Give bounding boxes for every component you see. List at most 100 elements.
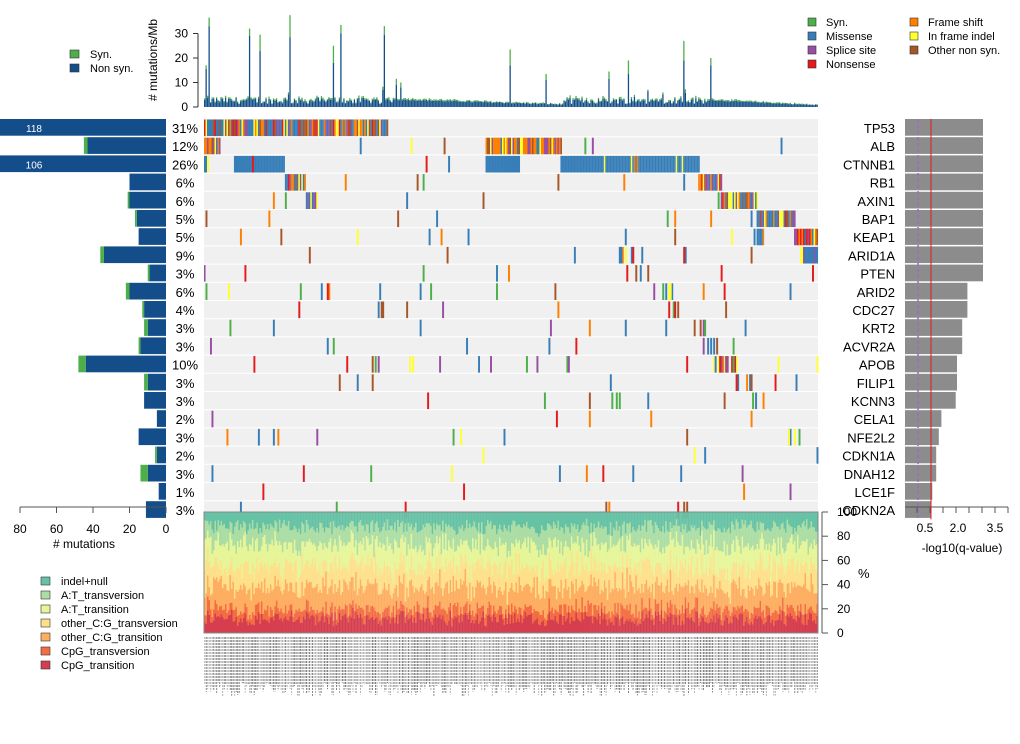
mutation-cell (500, 155, 503, 173)
spectrum-segment (581, 580, 583, 598)
spectrum-segment (816, 592, 819, 604)
spectrum-segment (797, 605, 799, 616)
spectrum-segment (304, 609, 306, 620)
spectrum-segment (800, 527, 802, 546)
spectrum-segment (776, 620, 778, 634)
tmb-bar-nonsyn (392, 99, 394, 107)
spectrum-segment (741, 613, 744, 634)
spectrum-segment (590, 512, 592, 523)
spectrum-segment (263, 512, 266, 525)
mutation-cell (561, 155, 564, 173)
spectrum-segment (728, 623, 730, 634)
mutation-cell (746, 374, 749, 391)
spectrum-segment (470, 512, 473, 528)
spectrum-segment (603, 614, 606, 634)
spectrum-segment (362, 570, 365, 593)
spectrum-segment (783, 591, 786, 613)
spectrum-segment (578, 512, 580, 533)
spectrum-segment (671, 570, 673, 592)
spectrum-segment (591, 586, 594, 616)
spectrum-segment (293, 525, 296, 540)
spectrum-segment (728, 527, 730, 556)
spectrum-segment (419, 512, 422, 531)
spectrum-segment (624, 621, 627, 634)
spectrum-segment (668, 591, 670, 608)
spectrum-segment (659, 562, 661, 586)
spectrum-segment (430, 543, 432, 562)
spectrum-segment (657, 539, 660, 564)
tmb-bar-nonsyn (368, 100, 371, 107)
spectrum-segment (804, 603, 807, 615)
spectrum-segment (364, 550, 366, 564)
spectrum-segment (747, 512, 750, 526)
mutation-cell (612, 155, 615, 173)
spectrum-segment (803, 520, 805, 542)
spectrum-segment (537, 611, 540, 625)
tmb-bar-syn (641, 99, 643, 101)
spectrum-segment (392, 605, 395, 618)
mutation-cell (632, 155, 634, 173)
spectrum-segment (668, 531, 670, 545)
spectrum-segment (515, 553, 518, 583)
mutation-cell (516, 137, 519, 155)
spectrum-segment (807, 619, 810, 634)
spectrum-segment (457, 588, 459, 603)
mutation-cell (728, 192, 730, 209)
mutation-cell (720, 174, 723, 191)
tmb-bar-nonsyn (647, 91, 649, 107)
spectrum-segment (394, 512, 396, 523)
spectrum-segment (518, 552, 521, 577)
tmb-bar-nonsyn (376, 99, 378, 107)
tmb-bar-syn (491, 102, 493, 104)
tmb-bar-nonsyn (232, 101, 234, 107)
tmb-bar-syn (490, 100, 492, 102)
legend-swatch-syn (69, 49, 80, 59)
tmb-bar-nonsyn (449, 100, 451, 107)
tmb-bar-syn (466, 100, 468, 102)
spectrum-segment (491, 512, 494, 530)
spectrum-segment (582, 542, 585, 566)
spectrum-segment (806, 613, 808, 625)
mutation-cell (750, 210, 753, 228)
spectrum-segment (217, 512, 220, 521)
tmb-bar-syn (368, 100, 371, 101)
spectrum-segment (678, 615, 681, 634)
mutation-cell (356, 374, 359, 391)
spectrum-segment (226, 590, 229, 613)
spectrum-segment (632, 613, 634, 622)
spectrum-segment (680, 625, 682, 634)
spectrum-segment (605, 613, 607, 620)
spectrum-segment (674, 572, 676, 588)
spectrum-segment (726, 512, 729, 530)
spectrum-segment (421, 564, 423, 585)
spectrum-segment (572, 525, 574, 544)
spectrum-segment (749, 579, 751, 591)
spectrum-segment (711, 621, 714, 634)
gene-count-bar-nonsyn (156, 446, 166, 464)
tmb-bar-nonsyn (683, 60, 685, 107)
gene-count-bar-syn (127, 191, 130, 209)
gene-percent-label: 3% (176, 394, 195, 409)
spectrum-segment (605, 619, 607, 634)
spectrum-segment (719, 567, 721, 581)
spectrum-segment (668, 512, 670, 533)
spectrum-segment (726, 568, 729, 593)
spectrum-segment (356, 512, 359, 532)
spectrum-segment (344, 568, 347, 582)
gene-label: DNAH12 (844, 467, 895, 482)
spectrum-segment (431, 624, 434, 634)
mutation-cell (650, 155, 652, 173)
spectrum-segment (786, 512, 789, 520)
spectrum-segment (434, 512, 437, 530)
mutation-cell (789, 428, 792, 446)
mutation-cell (599, 155, 601, 173)
tmb-bar-nonsyn (561, 104, 564, 107)
tmb-bar-nonsyn (758, 102, 760, 107)
spectrum-segment (644, 583, 646, 608)
gene-count-bar-syn (140, 464, 148, 482)
spectrum-segment (415, 512, 417, 523)
gene-label: CDKN2A (842, 503, 895, 518)
tmb-bar-nonsyn (569, 97, 571, 107)
spectrum-segment (299, 555, 302, 576)
